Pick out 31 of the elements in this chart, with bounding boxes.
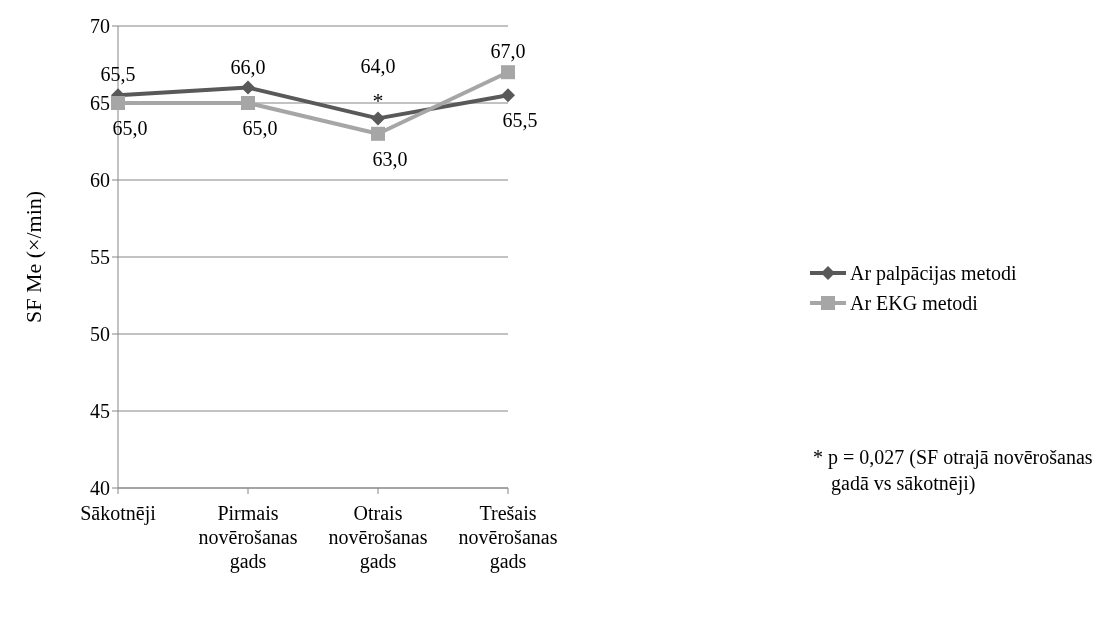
- x-tick-label: Sākotnēji: [80, 502, 157, 525]
- data-label: 65,5: [100, 63, 136, 86]
- y-tick-label: 55: [90, 246, 110, 269]
- point: [371, 126, 385, 141]
- point: [501, 65, 515, 80]
- data-label: 65,0: [112, 117, 148, 139]
- data-label: 67,0: [490, 40, 526, 63]
- legend-label: Ar EKG metodi: [850, 291, 978, 315]
- data-label: 64,0: [360, 55, 396, 78]
- annotation: *: [372, 88, 384, 114]
- y-tick-label: 65: [90, 92, 110, 115]
- data-label: 66,0: [230, 55, 266, 78]
- data-label: 65,5: [502, 109, 538, 132]
- y-tick-label: 45: [90, 400, 110, 423]
- text: * p = 0,027 (SF otrajā novērošanas gadā vs sākotnēji): [813, 445, 1094, 496]
- point: [111, 96, 125, 110]
- y-tick-label: 70: [90, 15, 110, 38]
- point: [501, 88, 515, 103]
- y-tick-label: 40: [90, 477, 110, 500]
- point: [371, 111, 385, 126]
- data-label: 65,0: [242, 117, 278, 139]
- x-tick-label: Trešais novērošanas gads: [458, 502, 558, 573]
- x-tick-label: Otrais novērošanas gads: [328, 502, 428, 573]
- x-tick-label: Pirmais novērošanas gads: [198, 502, 298, 573]
- point: [241, 80, 255, 95]
- point: [241, 96, 255, 110]
- y-tick-label: 60: [90, 169, 110, 192]
- legend-label: Ar palpācijas metodi: [850, 261, 1017, 285]
- data-label: 63,0: [372, 147, 408, 170]
- y-tick-label: 50: [90, 323, 110, 346]
- y-axis-title: SF Me (×/min): [20, 190, 46, 324]
